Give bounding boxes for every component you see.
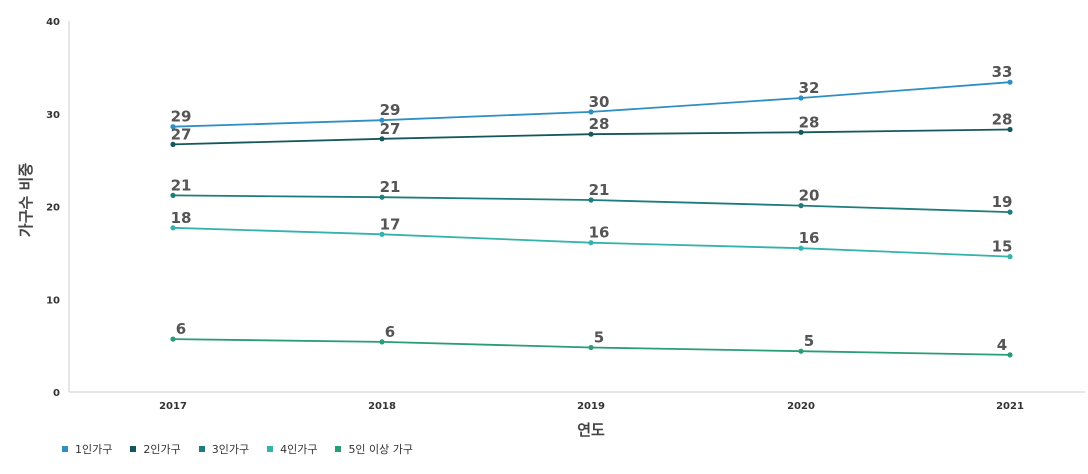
- data-point: [170, 225, 176, 231]
- legend-item[interactable]: 3인가구: [198, 441, 250, 457]
- data-point: [379, 136, 385, 142]
- data-point: [1007, 254, 1013, 260]
- data-point: [1007, 209, 1013, 215]
- data-point: [170, 141, 176, 147]
- data-point: [798, 95, 804, 101]
- data-point: [798, 245, 804, 251]
- data-point: [379, 194, 385, 200]
- legend-swatch: [198, 446, 205, 452]
- y-tick-label: 20: [46, 203, 60, 214]
- legend-item[interactable]: 1인가구: [62, 441, 112, 457]
- data-label: 15: [992, 238, 1013, 256]
- data-point: [588, 240, 594, 246]
- x-axis-title: 연도: [577, 421, 605, 439]
- y-tick-label: 40: [46, 17, 60, 28]
- data-point: [588, 131, 594, 137]
- data-label: 27: [380, 120, 401, 138]
- data-label: 17: [380, 215, 401, 233]
- legend-label: 2인가구: [143, 443, 181, 456]
- data-point: [170, 124, 176, 130]
- data-label: 21: [171, 176, 192, 194]
- data-label: 20: [799, 187, 820, 205]
- legend-label: 3인가구: [211, 443, 250, 456]
- legend-swatch: [335, 446, 342, 452]
- data-label: 18: [171, 209, 192, 227]
- x-tick-label: 2021: [996, 401, 1024, 412]
- data-labels: 29 29 30 32 33 27 27 28 28 28 21 21 21 20 19 18 17 16 16 15…: [171, 63, 1013, 354]
- data-label: 19: [992, 193, 1013, 211]
- y-axis-title: 가구수 비중: [17, 163, 35, 237]
- legend-item[interactable]: 5인 이상 가구: [335, 441, 413, 457]
- data-point: [170, 192, 176, 198]
- data-point: [798, 129, 804, 135]
- data-point: [1007, 79, 1013, 85]
- legend-swatch: [267, 446, 274, 452]
- y-tick-label: 10: [46, 295, 60, 306]
- data-point: [588, 197, 594, 203]
- legend: 1인가구 2인가구 3인가구 4인가구 5인 이상 가구: [62, 441, 413, 457]
- legend-swatch: [130, 446, 137, 452]
- data-label: 29: [171, 108, 192, 126]
- data-point: [1007, 352, 1013, 358]
- legend-item[interactable]: 2인가구: [130, 441, 181, 457]
- data-point: [170, 336, 176, 342]
- data-label: 29: [380, 101, 401, 119]
- data-point: [588, 344, 594, 351]
- data-label: 6: [385, 323, 395, 341]
- y-tick-label: 0: [53, 388, 60, 399]
- data-label: 28: [589, 115, 610, 133]
- legend-label: 5인 이상 가구: [348, 443, 414, 456]
- data-point: [798, 348, 804, 354]
- legend-item[interactable]: 4인가구: [267, 441, 317, 457]
- x-tick-label: 2018: [368, 401, 396, 412]
- data-point: [588, 109, 594, 115]
- data-point: [379, 231, 385, 237]
- data-point: [798, 203, 804, 209]
- data-label: 4: [997, 336, 1007, 354]
- legend-swatch: [62, 446, 68, 452]
- y-tick-label: 30: [46, 110, 60, 121]
- legend-label: 4인가구: [280, 443, 318, 456]
- data-label: 16: [589, 224, 610, 242]
- data-label: 21: [589, 181, 610, 199]
- data-point: [1007, 126, 1013, 133]
- data-label: 6: [176, 320, 186, 338]
- data-label: 33: [992, 63, 1013, 81]
- x-tick-label: 2020: [787, 401, 815, 412]
- data-label: 27: [171, 125, 192, 143]
- data-label: 21: [380, 178, 401, 196]
- x-tick-label: 2017: [159, 401, 187, 412]
- data-label: 28: [992, 111, 1013, 129]
- data-label: 16: [799, 229, 820, 247]
- data-label: 32: [799, 79, 820, 97]
- data-label: 30: [589, 93, 610, 111]
- x-tick-label: 2019: [577, 401, 605, 412]
- data-label: 5: [804, 332, 814, 350]
- series-points: [170, 79, 1013, 358]
- legend-label: 1인가구: [75, 443, 113, 456]
- data-point: [379, 339, 385, 345]
- data-label: 28: [799, 113, 820, 131]
- data-point: [379, 117, 385, 123]
- data-label: 5: [594, 329, 604, 347]
